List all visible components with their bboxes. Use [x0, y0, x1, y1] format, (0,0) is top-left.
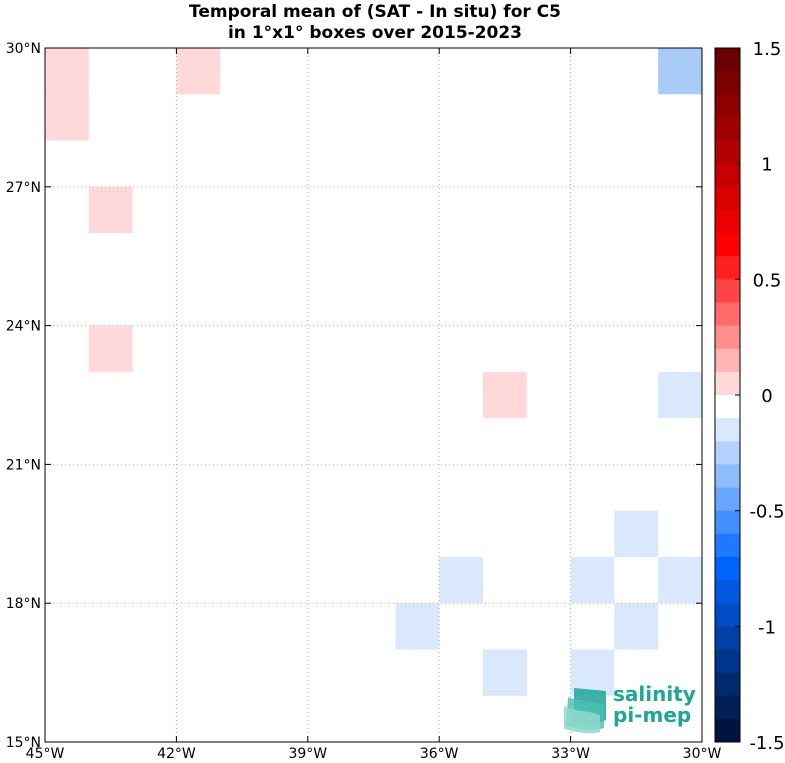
colorbar-segment — [715, 510, 740, 535]
colorbar-segment — [715, 163, 740, 188]
chart-title-line2: in 1°x1° boxes over 2015-2023 — [228, 23, 522, 43]
colorbar-segment — [715, 695, 740, 720]
plot-frame — [44, 47, 703, 743]
data-cell — [614, 603, 659, 650]
y-tick-label: 18°N — [6, 596, 41, 612]
data-cell — [45, 94, 89, 141]
colorbar-ticks: 1.5 1 0.5 0 -0.5 -1 -1.5 — [735, 39, 785, 754]
y-tick-label: 24°N — [6, 319, 41, 335]
data-cell — [483, 371, 527, 419]
colorbar-segment — [715, 94, 740, 118]
colorbar-segment — [715, 395, 740, 419]
x-tick-label: 39°W — [288, 746, 327, 762]
colorbar-tick-label: 0 — [761, 386, 772, 407]
data-cell — [658, 48, 702, 95]
colorbar-segments — [715, 48, 740, 743]
colorbar: 1.5 1 0.5 0 -0.5 -1 -1.5 — [714, 39, 785, 754]
x-tick-label: 33°W — [551, 746, 590, 762]
salinity-pi-mep-logo: salinity pi-mep — [564, 682, 696, 734]
data-cell — [439, 556, 483, 604]
colorbar-tick-label: 0.5 — [753, 270, 782, 291]
colorbar-tick-label: -1.5 — [749, 733, 784, 754]
plot-background — [45, 48, 702, 742]
colorbar-segment — [715, 256, 740, 280]
colorbar-segment — [715, 325, 740, 350]
colorbar-segment — [715, 672, 740, 697]
data-cell — [570, 556, 615, 604]
colorbar-segment — [715, 140, 740, 165]
colorbar-segment — [715, 302, 740, 327]
data-cell — [176, 48, 221, 95]
colorbar-tick-label: 1 — [761, 155, 772, 176]
colorbar-segment — [715, 626, 740, 650]
grid-lines — [45, 48, 702, 742]
x-tick-label: 45°W — [26, 746, 65, 762]
data-cell — [483, 649, 527, 696]
colorbar-segment — [715, 603, 740, 627]
data-cell — [658, 556, 702, 604]
colorbar-segment — [715, 441, 740, 465]
y-tick-label: 30°N — [6, 41, 41, 57]
colorbar-segment — [715, 186, 740, 211]
colorbar-segment — [715, 348, 740, 373]
y-tick-label: 27°N — [6, 180, 41, 196]
y-tick-label: 21°N — [6, 457, 41, 473]
colorbar-segment — [715, 371, 740, 396]
data-cells — [45, 48, 702, 696]
colorbar-segment — [715, 279, 740, 303]
colorbar-segment — [715, 580, 740, 604]
colorbar-segment — [715, 718, 740, 743]
data-cell — [88, 325, 133, 372]
colorbar-segment — [715, 556, 740, 581]
colorbar-segment — [715, 71, 740, 95]
colorbar-segment — [715, 649, 740, 674]
colorbar-tick-label: 1.5 — [753, 39, 782, 60]
data-cell — [45, 48, 89, 95]
colorbar-segment — [715, 209, 740, 234]
colorbar-segment — [715, 464, 740, 489]
chart-title-line1: Temporal mean of (SAT - In situ) for C5 — [189, 2, 561, 22]
x-axis-ticks: 45°W 42°W 39°W 36°W 33°W 30°W — [26, 48, 722, 762]
logo-text-pi-mep: pi-mep — [613, 703, 691, 727]
data-cell — [88, 186, 133, 234]
colorbar-tick-label: -0.5 — [749, 502, 784, 523]
colorbar-tick-label: -1 — [758, 617, 776, 638]
data-cell — [395, 603, 440, 650]
x-tick-label: 42°W — [157, 746, 196, 762]
wave-logo-icon — [564, 688, 606, 734]
x-tick-label: 30°W — [683, 746, 722, 762]
colorbar-segment — [715, 533, 740, 558]
data-cell — [570, 649, 615, 696]
logo-text-salinity: salinity — [613, 682, 696, 706]
data-cell — [658, 371, 702, 419]
x-tick-label: 36°W — [420, 746, 459, 762]
colorbar-segment — [715, 487, 740, 512]
y-axis-ticks: 15°N 18°N 21°N 24°N 27°N 30°N — [6, 41, 702, 751]
colorbar-segment — [715, 117, 740, 142]
data-cell — [614, 510, 659, 557]
map-plot-area: 45°W 42°W 39°W 36°W 33°W 30°W 15°N 18°N 21°N 24°… — [6, 41, 722, 762]
colorbar-segment — [715, 418, 740, 442]
colorbar-segment — [715, 233, 740, 257]
colorbar-segment — [715, 48, 740, 72]
y-tick-label: 15°N — [6, 735, 41, 751]
